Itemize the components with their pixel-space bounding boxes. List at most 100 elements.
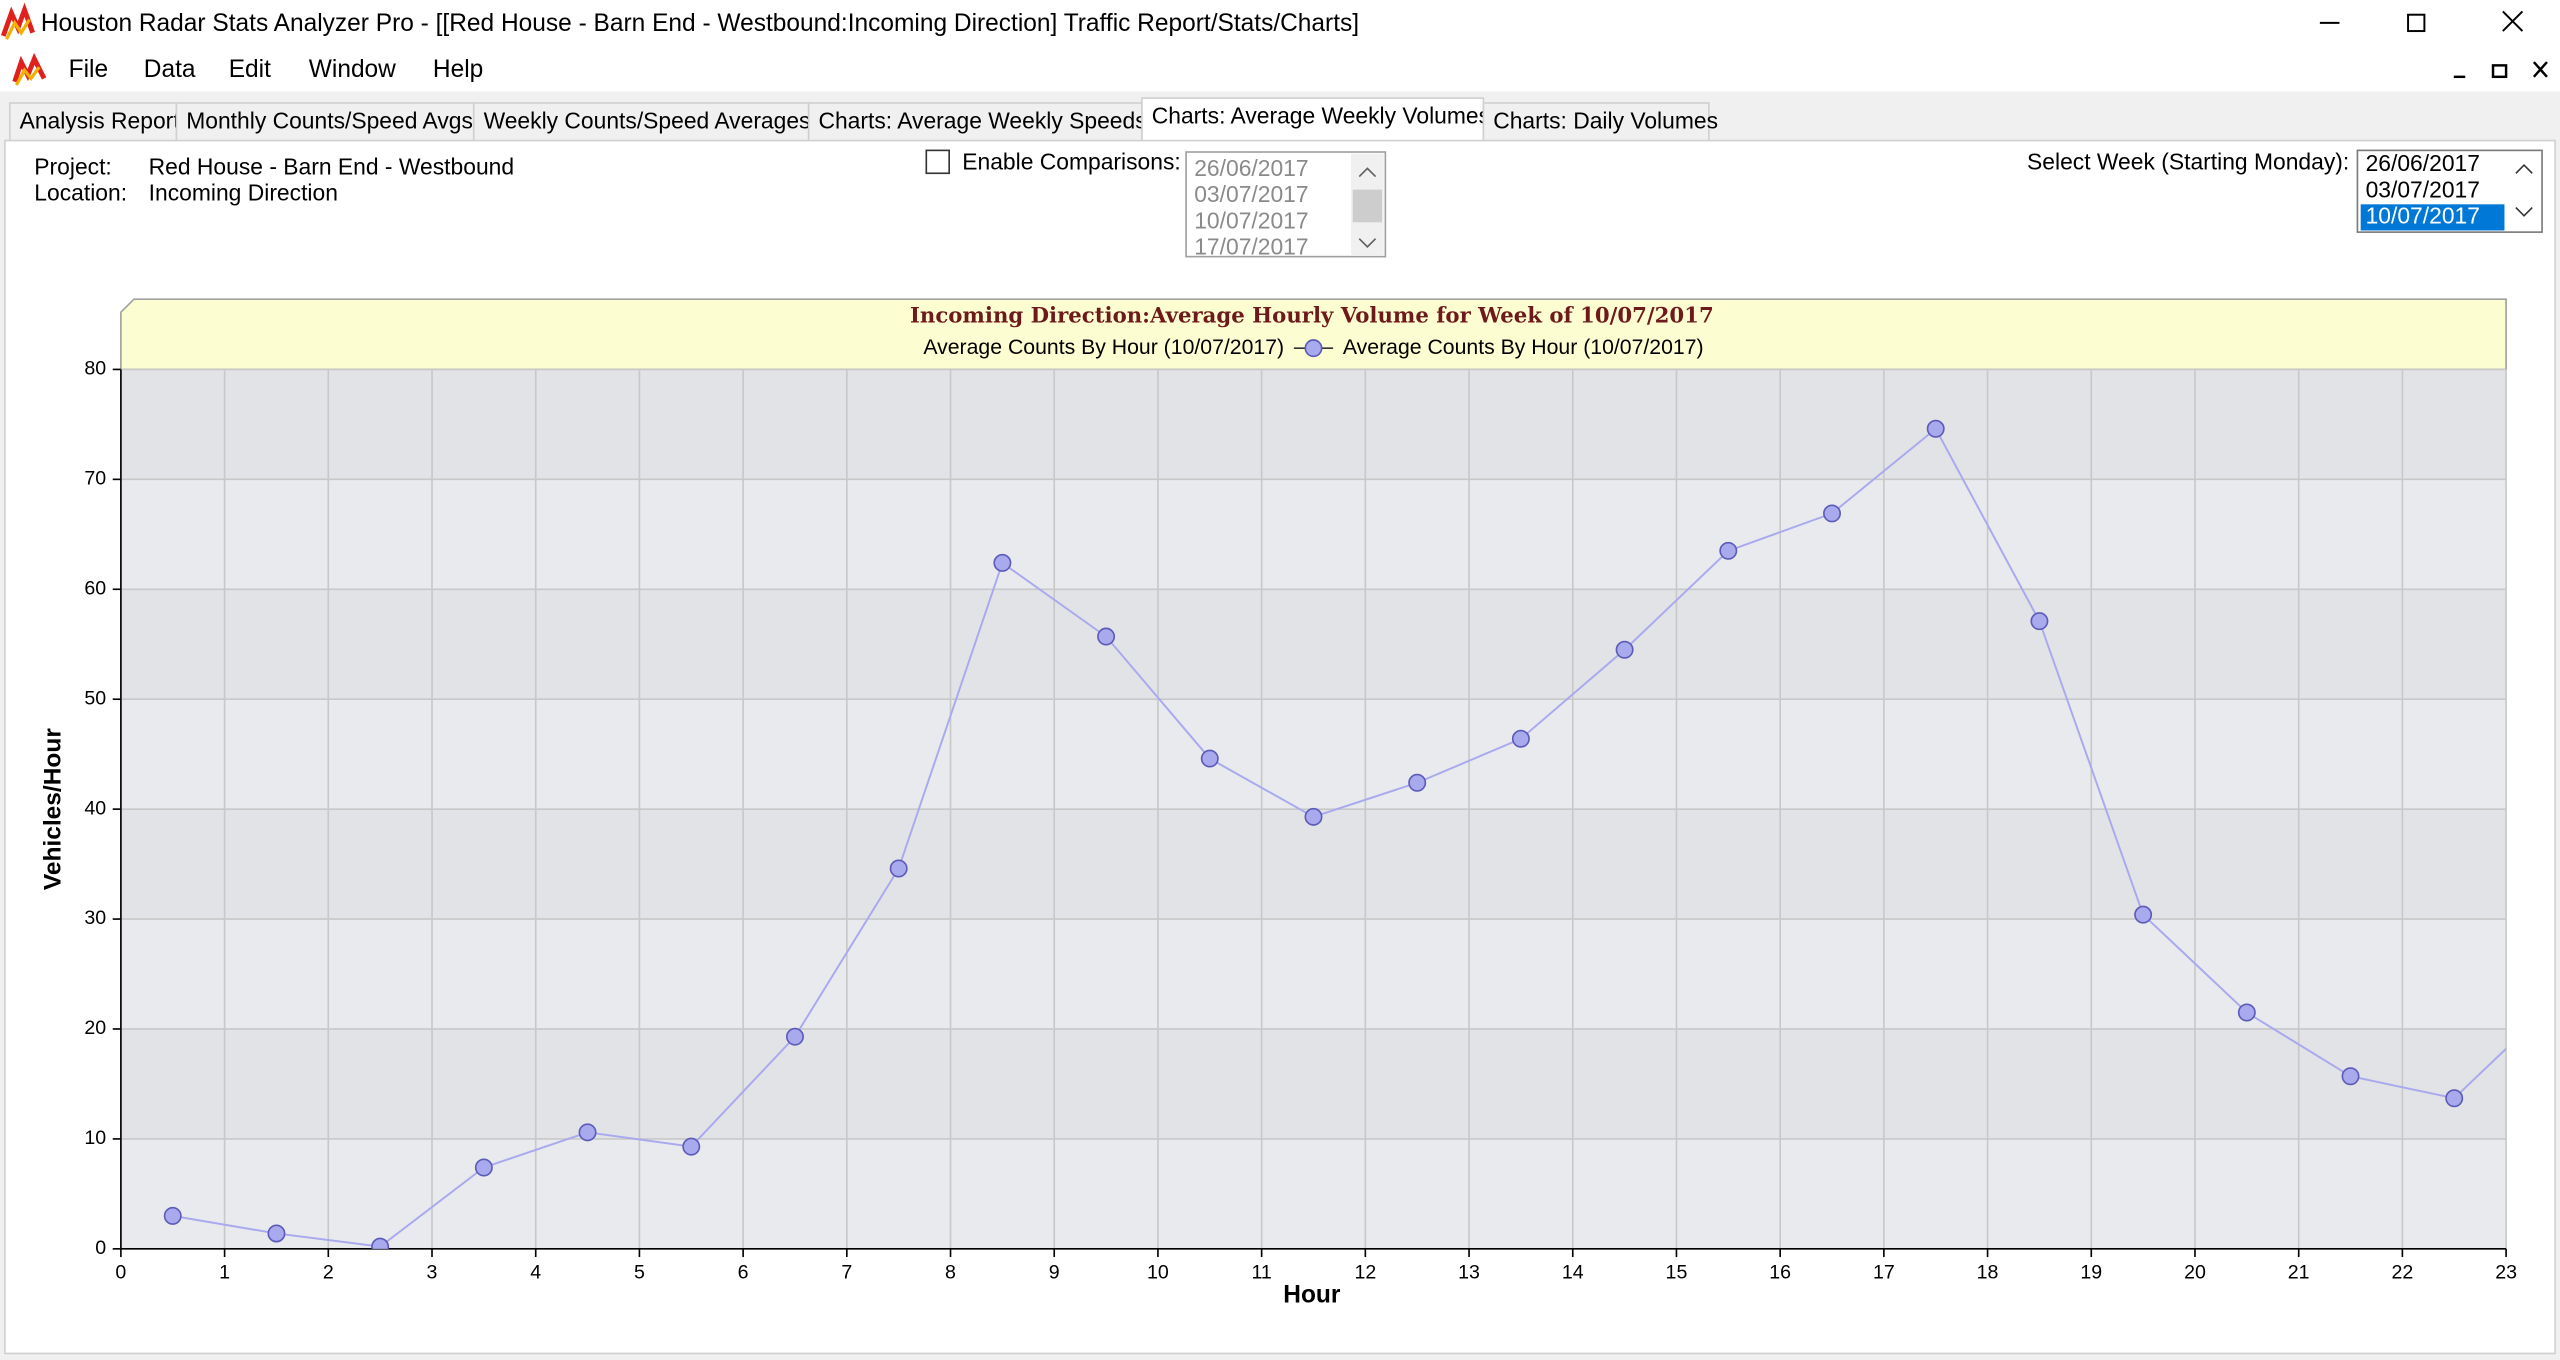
data-point <box>2341 1067 2360 1086</box>
project-label: Project: <box>34 153 111 179</box>
data-point <box>1304 807 1323 826</box>
data-point <box>1511 729 1530 748</box>
tab-label: Weekly Counts/Speed Averages <box>484 108 811 134</box>
tab[interactable] <box>1141 97 1485 144</box>
plot-band <box>120 919 2507 1029</box>
week-option[interactable]: 26/06/2017 <box>2366 150 2480 176</box>
x-tick-label: 1 <box>219 1262 230 1284</box>
series-group <box>163 419 2507 1249</box>
menu-bar <box>0 49 2560 92</box>
y-axis-label: Vehicles/Hour <box>39 728 66 891</box>
menu-item[interactable]: Data <box>144 56 196 83</box>
tab-label: Charts: Average Weekly Volumes <box>1152 103 1490 129</box>
plot-band <box>120 699 2507 810</box>
close-button[interactable] <box>2502 10 2524 32</box>
mdi-close[interactable] <box>2532 61 2548 78</box>
tab-label: Analysis Report <box>20 108 181 134</box>
menu-icon <box>12 52 47 86</box>
x-tick-label: 16 <box>1769 1262 1791 1284</box>
x-tick-label: 2 <box>323 1262 334 1284</box>
tab[interactable] <box>807 102 1143 144</box>
data-point <box>1097 627 1116 646</box>
data-point <box>163 1206 182 1225</box>
x-tick-label: 8 <box>945 1262 956 1284</box>
x-tick-label: 15 <box>1666 1262 1688 1284</box>
x-tick-label: 3 <box>427 1262 438 1284</box>
data-point <box>1823 504 1841 523</box>
selected-highlight <box>2360 204 2505 231</box>
x-tick-label: 20 <box>2184 1262 2206 1284</box>
x-tick-label: 23 <box>2495 1262 2517 1284</box>
data-point <box>2445 1089 2464 1108</box>
select-week-label: Select Week (Starting Monday): <box>2027 149 2349 175</box>
location-label: Location: <box>34 180 127 206</box>
data-point <box>474 1158 493 1177</box>
tab-label: Charts: Daily Volumes <box>1493 108 1718 134</box>
data-point <box>2030 612 2049 631</box>
chart-title: Incoming Direction:Average Hourly Volume… <box>910 304 1714 329</box>
x-tick-label: 6 <box>738 1262 749 1284</box>
y-tick-label: 80 <box>84 358 106 380</box>
y-tick-label: 0 <box>95 1237 106 1259</box>
x-tick-label: 21 <box>2288 1262 2310 1284</box>
comparison-scroll-thumb <box>1352 189 1383 223</box>
x-tick-label: 17 <box>1873 1262 1895 1284</box>
comparison-checkbox[interactable] <box>925 149 950 175</box>
comparison-scroll-arrows <box>1358 167 1377 248</box>
data-point <box>371 1237 390 1249</box>
data-point <box>1408 773 1427 792</box>
week-option[interactable]: 03/07/2017 <box>2366 176 2480 202</box>
data-point <box>993 553 1012 572</box>
x-tick-label: 12 <box>1354 1262 1376 1284</box>
data-point <box>889 859 908 878</box>
plot-band <box>120 1028 2507 1139</box>
x-tick-label: 9 <box>1049 1262 1060 1284</box>
app-icon <box>0 2 35 40</box>
data-point <box>2134 905 2153 924</box>
tab-label: Monthly Counts/Speed Avgs <box>186 108 473 134</box>
y-tick-label: 40 <box>84 797 106 819</box>
tab[interactable] <box>1482 102 1710 144</box>
legend-marker <box>1304 339 1323 358</box>
data-point <box>1719 541 1738 560</box>
plot-band <box>120 369 2507 480</box>
x-tick-label: 0 <box>115 1262 126 1284</box>
plot-band <box>120 1138 2507 1249</box>
project-value: Red House - Barn End - Westbound <box>149 153 514 179</box>
legend-title: Average Counts By Hour (10/07/2017) <box>923 335 1284 359</box>
x-tick-label: 4 <box>530 1262 541 1284</box>
comparison-week[interactable]: 17/07/2017 <box>1194 234 1308 260</box>
tab-label: Charts: Average Weekly Speeds <box>818 108 1146 134</box>
x-tick-label: 18 <box>1977 1262 1999 1284</box>
x-tick-label: 10 <box>1147 1262 1169 1284</box>
data-point <box>682 1137 701 1156</box>
x-tick-label: 13 <box>1458 1262 1480 1284</box>
comparison-week[interactable]: 03/07/2017 <box>1194 181 1308 207</box>
data-point <box>267 1224 286 1243</box>
data-point <box>1200 749 1219 768</box>
x-tick-label: 5 <box>634 1262 645 1284</box>
menu-item[interactable]: Help <box>433 56 483 83</box>
legend-label: Average Counts By Hour (10/07/2017) <box>1343 335 1704 359</box>
menu-item[interactable]: File <box>69 56 108 83</box>
week-scroll-arrows <box>2515 163 2533 217</box>
y-tick-label: 50 <box>84 687 106 709</box>
mdi-restore[interactable] <box>2491 64 2508 79</box>
week-option[interactable]: 10/07/2017 <box>2366 202 2480 228</box>
data-point <box>1926 419 1945 438</box>
data-point <box>1615 640 1634 659</box>
comparison-week[interactable]: 10/07/2017 <box>1194 207 1308 233</box>
location-value: Incoming Direction <box>149 180 338 206</box>
comparison-week[interactable]: 26/06/2017 <box>1194 155 1308 181</box>
x-tick-label: 22 <box>2391 1262 2413 1284</box>
y-tick-label: 30 <box>84 907 106 929</box>
menu-item[interactable]: Edit <box>229 56 271 83</box>
menu-item[interactable]: Window <box>309 56 396 83</box>
y-tick-label: 70 <box>84 468 106 490</box>
x-tick-label: 19 <box>2080 1262 2102 1284</box>
restore-button[interactable] <box>2407 13 2426 33</box>
x-tick-label: 11 <box>1251 1262 1271 1284</box>
title-bar <box>0 0 2560 50</box>
